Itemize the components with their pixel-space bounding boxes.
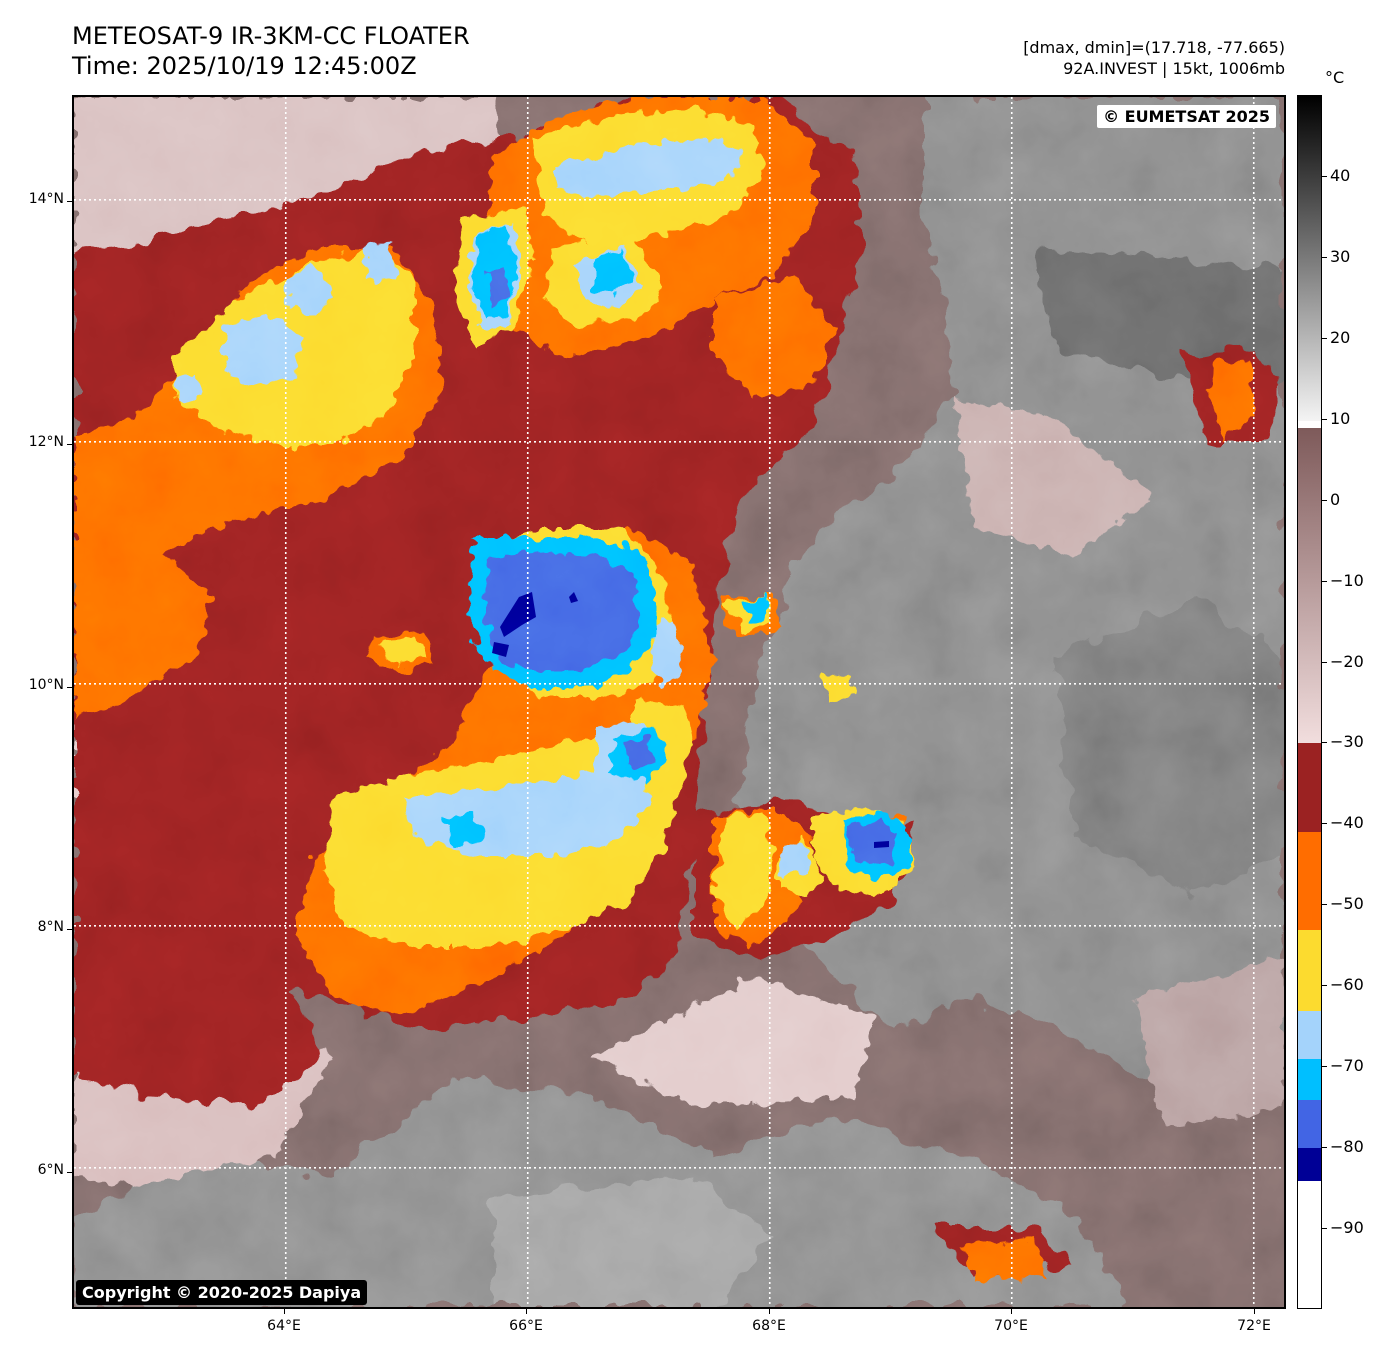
storm-info: 92A.INVEST | 15kt, 1006mb [1063, 59, 1285, 78]
lat-lon-gridlines [74, 97, 1284, 1307]
colorbar-tick-label: 30 [1330, 246, 1351, 266]
colorbar-tick-label: −50 [1330, 894, 1364, 914]
lon-tick [526, 1309, 527, 1314]
colorbar-band [1298, 1180, 1321, 1308]
colorbar-tick [1322, 499, 1327, 501]
dmax-dmin-info: [dmax, dmin]=(17.718, -77.665) [1023, 38, 1285, 57]
colorbar-tick [1322, 580, 1327, 582]
colorbar-band [1298, 832, 1321, 931]
colorbar-band [1298, 743, 1321, 834]
colorbar-tick [1322, 1228, 1327, 1230]
dapiya-credit: Copyright © 2020-2025 Dapiya [76, 1280, 368, 1305]
lat-label-10n: 10°N [28, 677, 64, 693]
lon-label-70e: 70°E [994, 1318, 1028, 1334]
colorbar-tick [1322, 742, 1327, 744]
texture-overlay [74, 97, 1284, 1307]
colorbar-band [1298, 929, 1321, 1012]
ir-imagery [74, 97, 1284, 1307]
colorbar-tick [1322, 337, 1327, 339]
colorbar-band [1298, 1010, 1321, 1061]
lon-label-66e: 66°E [509, 1318, 543, 1334]
colorbar [1297, 95, 1322, 1309]
lon-tick [284, 1309, 285, 1314]
lat-tick [67, 201, 72, 202]
lat-label-14n: 14°N [28, 191, 64, 207]
colorbar-unit: °C [1325, 68, 1345, 87]
colorbar-tick [1322, 1147, 1327, 1149]
lat-label-8n: 8°N [37, 919, 64, 935]
lat-tick [67, 929, 72, 930]
lon-label-68e: 68°E [752, 1318, 786, 1334]
colorbar-tick [1322, 1066, 1327, 1068]
lon-label-72e: 72°E [1237, 1318, 1271, 1334]
colorbar-tick-label: −30 [1330, 732, 1364, 752]
timestamp-title: Time: 2025/10/19 12:45:00Z [72, 52, 417, 80]
colorbar-tick-label: −60 [1330, 975, 1364, 995]
lat-label-12n: 12°N [28, 434, 64, 450]
colorbar-tick-label: 20 [1330, 327, 1351, 347]
lat-tick [67, 687, 72, 688]
lon-tick [1011, 1309, 1012, 1314]
colorbar-band [1298, 1099, 1321, 1150]
colorbar-tick-label: 10 [1330, 408, 1351, 428]
lat-tick [67, 1172, 72, 1173]
colorbar-tick [1322, 904, 1327, 906]
colorbar-tick [1322, 175, 1327, 177]
lat-label-6n: 6°N [37, 1162, 64, 1178]
satellite-map: © EUMETSAT 2025 Copyright © 2020-2025 Da… [72, 95, 1286, 1309]
colorbar-tick [1322, 661, 1327, 663]
colorbar-tick [1322, 823, 1327, 825]
colorbar-tick [1322, 985, 1327, 987]
colorbar-tick-label: −80 [1330, 1137, 1364, 1157]
chart-title: METEOSAT-9 IR-3KM-CC FLOATER [72, 22, 470, 50]
eumetsat-credit: © EUMETSAT 2025 [1097, 105, 1276, 128]
colorbar-band [1298, 1148, 1321, 1182]
colorbar-tick [1322, 256, 1327, 258]
lon-label-64e: 64°E [267, 1318, 301, 1334]
colorbar-band [1298, 1059, 1321, 1101]
colorbar-band [1298, 427, 1321, 745]
colorbar-tick-label: −90 [1330, 1218, 1364, 1238]
colorbar-tick [1322, 418, 1327, 420]
lon-tick [1254, 1309, 1255, 1314]
colorbar-tick-label: 40 [1330, 165, 1351, 185]
lat-tick [67, 444, 72, 445]
colorbar-tick-label: −20 [1330, 651, 1364, 671]
colorbar-tick-label: 0 [1330, 489, 1341, 509]
colorbar-tick-label: −70 [1330, 1056, 1364, 1076]
colorbar-tick-label: −40 [1330, 813, 1364, 833]
colorbar-band [1298, 96, 1321, 421]
colorbar-tick-label: −10 [1330, 570, 1364, 590]
lon-tick [769, 1309, 770, 1314]
